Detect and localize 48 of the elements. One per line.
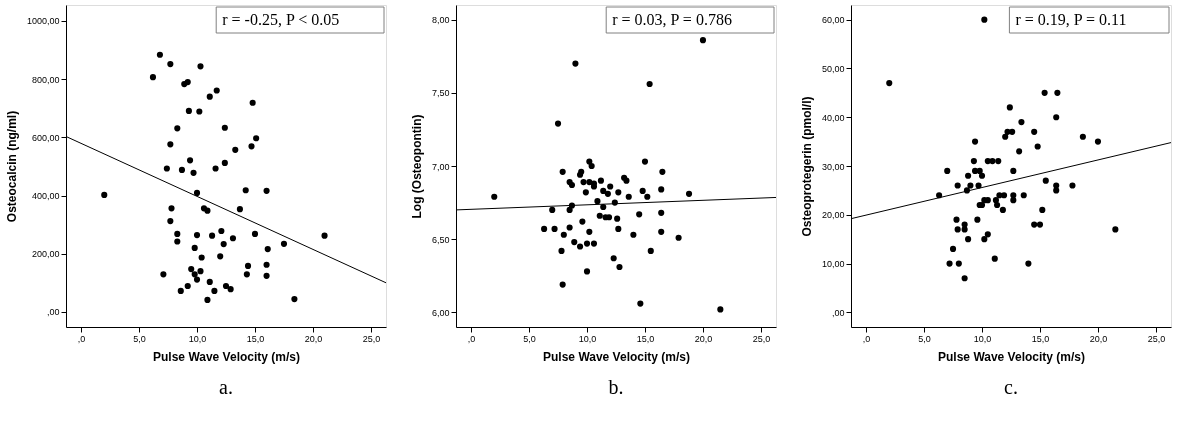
- y-tick-label: 30,00: [821, 161, 845, 172]
- x-tick-label: ,0: [77, 333, 86, 344]
- x-tick-label: 20,0: [694, 333, 713, 344]
- y-axis-title: Osteoprotegerin (pmol/l): [799, 96, 814, 237]
- x-tick-label: 5,0: [523, 333, 536, 344]
- y-tick-label: 10,00: [821, 259, 845, 270]
- annotation: r = -0.25, P < 0.05: [222, 11, 340, 28]
- x-axis-title: Pulse Wave Velocity (m/s): [543, 349, 690, 364]
- text: c.: [1004, 376, 1018, 398]
- y-tick-label: 400,00: [31, 191, 60, 202]
- y-tick-label: 7,00: [431, 161, 450, 172]
- x-tick-label: 20,0: [1089, 333, 1108, 344]
- y-tick-label: 60,00: [821, 15, 845, 26]
- y-axis-title: Osteocalcin (ng/ml): [4, 110, 19, 223]
- y-tick-label: 20,00: [821, 210, 845, 221]
- y-tick-label: 50,00: [821, 63, 845, 74]
- x-tick-label: 10,0: [188, 333, 207, 344]
- annotation: r = 0.19, P = 0.11: [1015, 11, 1127, 28]
- y-tick-label: 40,00: [821, 112, 845, 123]
- y-tick-label: ,00: [831, 307, 845, 318]
- y-tick-label: 6,50: [431, 234, 450, 245]
- x-tick-label: ,0: [467, 333, 476, 344]
- x-tick-label: 10,0: [578, 333, 597, 344]
- y-tick-label: 6,00: [431, 307, 450, 318]
- text: b.: [608, 376, 624, 398]
- y-axis-title: Log (Osteopontin): [409, 114, 424, 219]
- x-tick-label: 10,0: [973, 333, 992, 344]
- x-tick-label: 25,0: [752, 333, 771, 344]
- y-tick-label: 800,00: [31, 74, 60, 85]
- y-tick-label: 200,00: [31, 249, 60, 260]
- x-tick-label: 25,0: [1147, 333, 1166, 344]
- x-tick-label: 25,0: [362, 333, 381, 344]
- y-tick-label: 600,00: [31, 132, 60, 143]
- x-tick-label: 5,0: [133, 333, 146, 344]
- y-tick-label: 7,50: [431, 88, 450, 99]
- text: a.: [219, 376, 233, 398]
- x-axis-title: Pulse Wave Velocity (m/s): [153, 349, 300, 364]
- y-tick-label: ,00: [46, 307, 60, 318]
- x-tick-label: ,0: [862, 333, 871, 344]
- x-tick-label: 15,0: [246, 333, 265, 344]
- annotation: r = 0.03, P = 0.786: [612, 11, 732, 28]
- x-tick-label: 20,0: [304, 333, 323, 344]
- x-tick-label: 15,0: [1031, 333, 1050, 344]
- y-tick-label: 1000,00: [26, 16, 60, 27]
- x-tick-label: 15,0: [636, 333, 655, 344]
- x-tick-label: 5,0: [918, 333, 931, 344]
- x-axis-title: Pulse Wave Velocity (m/s): [938, 349, 1085, 364]
- y-tick-label: 8,00: [431, 15, 450, 26]
